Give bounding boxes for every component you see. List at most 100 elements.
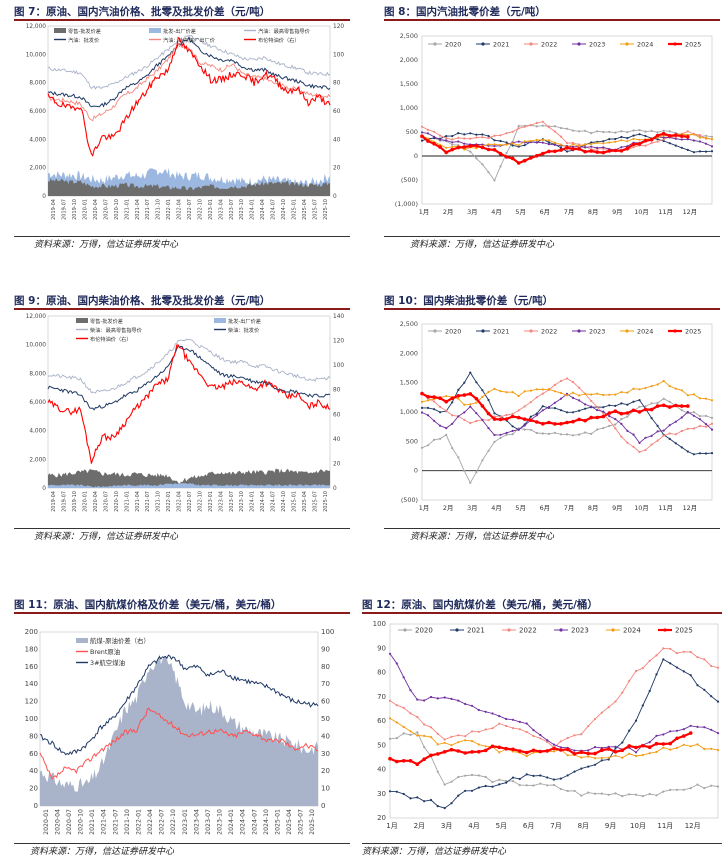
series-marker-2024 [470,739,474,743]
series-marker-2025 [627,744,631,748]
series-marker-2024 [669,748,672,751]
series-marker-2025 [547,420,551,425]
y-tick-label: 500 [406,437,418,445]
series-marker-2021 [573,770,576,773]
series-marker-2024 [529,139,532,143]
series-marker-2021 [532,774,535,777]
y-tick-label: 60 [29,750,38,758]
series-marker-2022 [593,717,597,721]
y-tick-label: (500) [401,176,418,184]
x-tick-label: 2022-04 [177,199,183,220]
x-tick-label: 2021-10 [156,491,162,512]
series-marker-2024 [499,143,502,147]
series-marker-2023 [655,734,658,737]
series-marker-2020 [590,432,593,435]
series-marker-2021 [552,778,556,781]
series-marker-2024 [423,734,426,737]
series-marker-2022 [463,137,466,140]
series-marker-2023 [602,410,605,413]
y-tick-label: 160 [25,663,38,671]
y2-tick-label: 10 [321,785,330,793]
series-marker-2021 [511,776,515,779]
series-marker-2021 [451,135,454,138]
series-marker-2023 [680,138,683,141]
legend-marker [403,628,407,632]
series-marker-2020 [584,431,587,434]
series-marker-2021 [571,411,575,414]
series-marker-2024 [475,401,478,404]
series-marker-2020 [529,428,532,431]
y2-tick-label: 40 [333,137,341,143]
area-jet-crude-spread [40,653,318,806]
legend-label: 柴油：批发价 [228,326,260,334]
y-tick-label: 80 [377,669,386,677]
x-tick-label: 2022-07 [187,199,193,220]
series-marker-2023 [703,726,706,729]
series-marker-2021 [566,774,569,777]
series-marker-2020 [477,774,480,777]
x-tick-label: 9月 [605,822,616,830]
y-tick-label: 10,000 [26,52,47,58]
title-underline [384,308,720,310]
series-marker-2020 [505,433,508,436]
series-marker-2023 [491,712,494,715]
series-marker-2025 [641,743,645,748]
x-tick-label: 11月 [658,208,673,216]
series-marker-2021 [559,777,562,780]
series-marker-2021 [523,144,526,147]
series-marker-2024 [436,743,439,746]
series-marker-2025 [668,741,672,746]
series-marker-2023 [669,730,672,733]
series-marker-2022 [710,422,714,425]
series-marker-2021 [450,802,453,805]
legend-label: 2022 [541,41,557,49]
series-marker-2020 [493,179,496,182]
series-marker-2023 [650,434,653,437]
series-marker-2020 [704,414,708,417]
series-marker-2024 [621,756,624,759]
series-marker-2023 [662,733,665,736]
series-marker-2023 [662,429,665,432]
series-marker-2024 [698,397,701,400]
series-marker-2020 [608,424,611,427]
series-marker-2022 [451,414,454,417]
x-tick-label: 2020-07 [66,809,73,835]
series-marker-2022 [518,728,521,731]
series-marker-2023 [716,732,720,735]
y-tick-label: 12,000 [26,314,47,320]
series-marker-2020 [420,446,424,449]
series-marker-2020 [388,737,392,740]
series-marker-2025 [631,142,636,147]
series-marker-2023 [450,697,453,700]
series-marker-2020 [469,481,472,484]
series-marker-2021 [644,134,647,138]
series-marker-2023 [656,430,659,433]
series-marker-2023 [668,424,671,427]
series-marker-2020 [395,737,398,740]
series-marker-2024 [680,389,683,392]
series-marker-2025 [619,149,624,153]
x-tick-label: 2024-01 [228,809,235,835]
series-marker-2022 [470,730,474,733]
series-marker-2025 [477,749,481,754]
series-marker-2022 [517,127,520,130]
series-marker-2022 [689,650,692,654]
series-marker-2023 [426,132,430,135]
legend-label: 航煤-原油价差（右） [90,636,150,645]
y2-tick-label: 120 [333,339,344,345]
series-marker-2023 [547,406,550,409]
series-marker-2022 [656,140,659,143]
series-marker-2022 [571,381,575,384]
series-marker-2020 [602,427,605,430]
series-marker-2025 [625,411,630,415]
series-marker-2024 [596,141,599,144]
series-marker-2022 [539,737,542,740]
y2-tick-label: 140 [333,314,344,320]
series-marker-2022 [578,386,581,389]
x-tick-label: 2025-10 [323,199,329,220]
x-tick-label: 2020-01 [83,199,89,220]
legend-marker [673,329,677,333]
series-marker-2024 [450,744,453,747]
series-marker-2023 [602,146,605,149]
series-marker-2024 [553,141,556,144]
